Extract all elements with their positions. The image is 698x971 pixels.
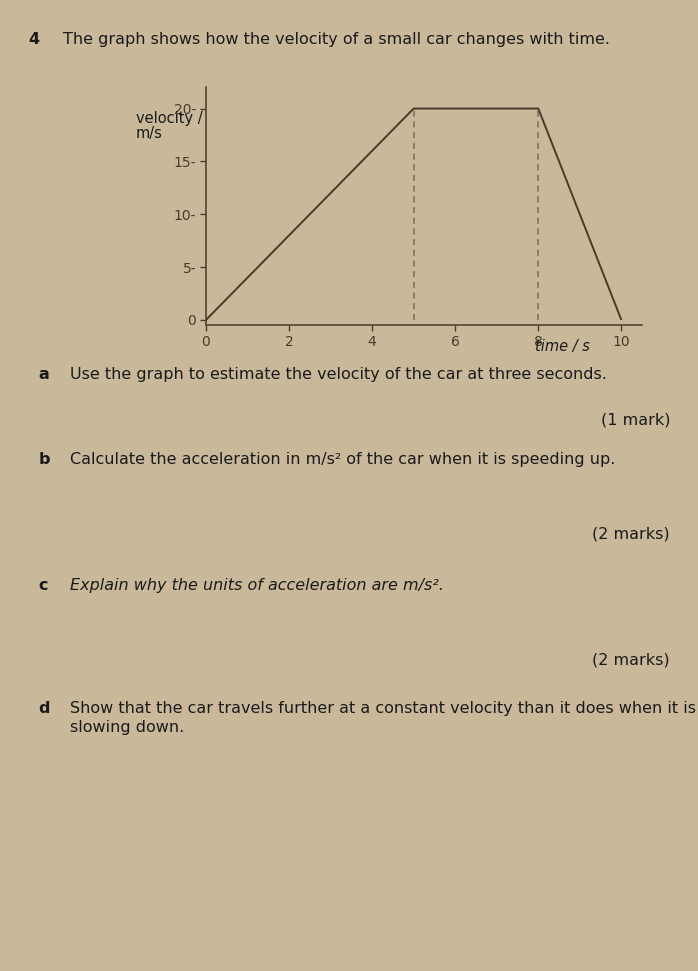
Text: Use the graph to estimate the velocity of the car at three seconds.: Use the graph to estimate the velocity o…: [70, 367, 607, 382]
Text: (2 marks): (2 marks): [593, 653, 670, 667]
Text: m/s: m/s: [136, 126, 163, 142]
Text: a: a: [38, 367, 49, 382]
Text: 4: 4: [28, 32, 39, 47]
Text: c: c: [38, 578, 48, 592]
Text: (1 mark): (1 mark): [600, 413, 670, 427]
Text: Explain why the units of acceleration are m/s².: Explain why the units of acceleration ar…: [70, 578, 444, 592]
Text: d: d: [38, 701, 50, 716]
Text: The graph shows how the velocity of a small car changes with time.: The graph shows how the velocity of a sm…: [63, 32, 610, 47]
Text: time / s: time / s: [535, 339, 590, 353]
Text: Calculate the acceleration in m/s² of the car when it is speeding up.: Calculate the acceleration in m/s² of th…: [70, 452, 615, 466]
Text: (2 marks): (2 marks): [593, 526, 670, 541]
Text: slowing down.: slowing down.: [70, 720, 184, 735]
Text: velocity /: velocity /: [136, 111, 202, 126]
Text: b: b: [38, 452, 50, 466]
Text: Show that the car travels further at a constant velocity than it does when it is: Show that the car travels further at a c…: [70, 701, 696, 716]
